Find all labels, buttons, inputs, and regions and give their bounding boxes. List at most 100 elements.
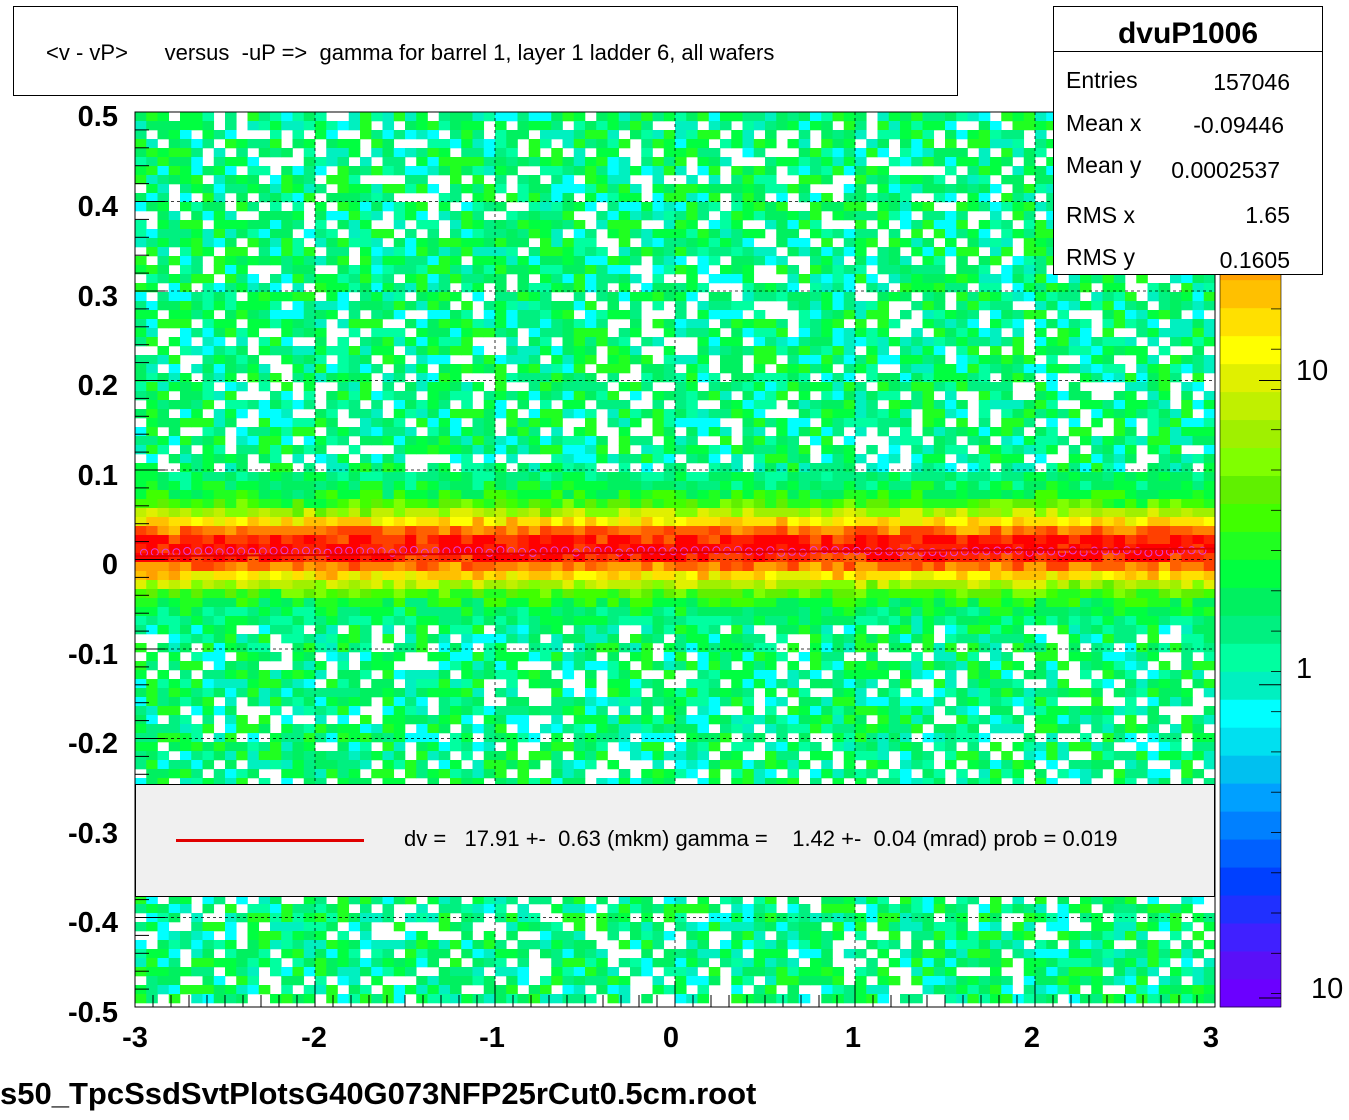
heatmap-cell (236, 328, 248, 338)
heatmap-cell (562, 562, 575, 572)
heatmap-cell (202, 607, 215, 617)
heatmap-cell (315, 634, 327, 644)
heatmap-cell (202, 229, 215, 239)
heatmap-cell (866, 274, 878, 284)
heatmap-cell (618, 247, 631, 257)
heatmap-cell (641, 148, 653, 158)
heatmap-cell (1203, 463, 1216, 473)
heatmap-cell (967, 463, 980, 473)
heatmap-cell (506, 148, 518, 158)
heatmap-cell (405, 553, 417, 563)
heatmap-cell (978, 337, 991, 347)
heatmap-cell (843, 598, 856, 608)
heatmap-cell (191, 616, 203, 626)
heatmap-cell (573, 121, 586, 131)
heatmap-cell (945, 328, 957, 338)
heatmap-cell (573, 292, 586, 302)
heatmap-cell (247, 355, 260, 365)
heatmap-cell (225, 661, 237, 671)
heatmap-cell (528, 643, 541, 653)
heatmap-cell (798, 562, 811, 572)
heatmap-cell (933, 364, 946, 374)
heatmap-cell (753, 607, 766, 617)
heatmap-cell (888, 472, 901, 482)
heatmap-cell (180, 265, 192, 275)
heatmap-cell (1080, 508, 1092, 518)
heatmap-cell (382, 661, 395, 671)
heatmap-cell (180, 256, 192, 266)
heatmap-cell (461, 274, 473, 284)
heatmap-cell (225, 382, 237, 392)
heatmap-cell (360, 292, 372, 302)
heatmap-cell (990, 562, 1002, 572)
heatmap-cell (933, 580, 946, 590)
heatmap-cell (405, 562, 417, 572)
heatmap-cell (1035, 130, 1047, 140)
heatmap-cell (270, 616, 282, 626)
heatmap-cell (438, 661, 451, 671)
heatmap-cell (1203, 454, 1216, 464)
heatmap-cell (776, 508, 788, 518)
heatmap-cell (900, 193, 912, 203)
heatmap-cell (146, 400, 158, 410)
heatmap-cell (618, 220, 631, 230)
heatmap-cell (146, 409, 158, 419)
heatmap-cell (787, 625, 800, 635)
heatmap-cell (1113, 481, 1126, 491)
heatmap-cell (438, 238, 451, 248)
heatmap-cell (472, 571, 485, 581)
heatmap-cell (247, 373, 260, 383)
heatmap-cell (348, 184, 361, 194)
heatmap-cell (967, 508, 980, 518)
heatmap-cell (292, 580, 305, 590)
heatmap-cell (1035, 247, 1047, 257)
heatmap-cell (371, 589, 383, 599)
heatmap-cell (652, 373, 665, 383)
heatmap-cell (517, 346, 530, 356)
heatmap-cell (1046, 166, 1058, 176)
heatmap-cell (630, 112, 642, 122)
heatmap-cell (641, 589, 653, 599)
heatmap-cell (270, 508, 282, 518)
heatmap-cell (585, 391, 597, 401)
heatmap-cell (832, 355, 845, 365)
heatmap-cell (146, 562, 158, 572)
heatmap-cell (562, 598, 575, 608)
heatmap-cell (686, 274, 698, 284)
heatmap-cell (258, 382, 271, 392)
heatmap-cell (911, 454, 923, 464)
heatmap-cell (663, 643, 676, 653)
heatmap-cell (315, 526, 327, 536)
heatmap-cell (1080, 301, 1092, 311)
heatmap-cell (697, 139, 710, 149)
heatmap-cell (821, 373, 833, 383)
heatmap-cell (540, 364, 552, 374)
heatmap-cell (270, 130, 282, 140)
heatmap-cell (157, 346, 170, 356)
heatmap-cell (933, 418, 946, 428)
heatmap-cell (202, 319, 215, 329)
heatmap-cell (630, 481, 642, 491)
heatmap-cell (517, 607, 530, 617)
heatmap-cell (427, 607, 440, 617)
heatmap-cell (1181, 490, 1193, 500)
heatmap-cell (202, 112, 215, 122)
heatmap-cell (191, 634, 203, 644)
heatmap-cell (360, 247, 372, 257)
heatmap-cell (708, 625, 721, 635)
heatmap-cell (742, 319, 755, 329)
heatmap-cell (258, 283, 271, 293)
heatmap-cell (472, 328, 485, 338)
heatmap-cell (540, 616, 552, 626)
heatmap-cell (798, 292, 811, 302)
heatmap-cell (483, 481, 496, 491)
heatmap-cell (495, 310, 507, 320)
heatmap-cell (506, 562, 518, 572)
heatmap-cell (270, 121, 282, 131)
heatmap-cell (461, 517, 473, 527)
heatmap-cell (1012, 310, 1025, 320)
heatmap-cell (810, 355, 822, 365)
heatmap-cell (810, 517, 822, 527)
heatmap-cell (675, 436, 687, 446)
heatmap-cell (742, 346, 755, 356)
